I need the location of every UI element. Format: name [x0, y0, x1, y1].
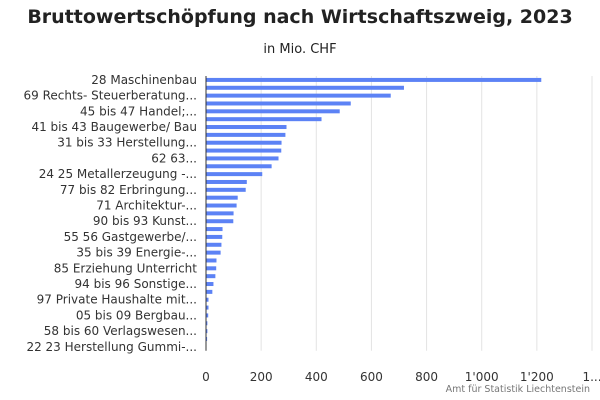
- bar: [206, 132, 286, 137]
- category-label: 71 Architektur-...: [96, 199, 197, 213]
- bar: [206, 234, 223, 239]
- bar: [206, 109, 340, 114]
- category-label: 24 25 Metallerzeugung -...: [39, 167, 197, 181]
- bar: [206, 77, 542, 82]
- bar: [206, 85, 404, 90]
- category-label: 77 bis 82 Erbringung...: [60, 183, 197, 197]
- bar: [206, 117, 322, 122]
- bar: [206, 227, 223, 232]
- category-label: 45 bis 47 Handel;...: [80, 104, 197, 118]
- x-tick-label: 600: [360, 370, 383, 384]
- bar: [206, 211, 234, 216]
- bar: [206, 289, 213, 294]
- bar: [206, 313, 209, 318]
- category-label: 55 56 Gastgewerbe/...: [64, 230, 197, 244]
- bar: [206, 187, 246, 192]
- x-tick-label: 1...: [582, 370, 600, 384]
- category-label: 85 Erziehung Unterricht: [54, 261, 198, 275]
- bar: [206, 242, 222, 247]
- bar: [206, 101, 351, 106]
- bar: [206, 282, 214, 287]
- bar: [206, 336, 208, 341]
- bar: [206, 203, 237, 208]
- bar: [206, 219, 234, 224]
- bar: [206, 266, 217, 271]
- bar: [206, 156, 279, 161]
- bar: [206, 195, 238, 200]
- bar: [206, 93, 391, 98]
- bar: [206, 258, 217, 263]
- bar: [206, 329, 208, 334]
- bar: [206, 305, 209, 310]
- chart-subtitle: in Mio. CHF: [263, 42, 337, 57]
- category-label: 69 Rechts- Steuerberatung...: [24, 89, 197, 103]
- category-label: 90 bis 93 Kunst...: [93, 214, 197, 228]
- bar: [206, 321, 208, 326]
- category-label: 94 bis 96 Sonstige...: [75, 277, 197, 291]
- bar: [206, 148, 282, 153]
- category-label: 31 bis 33 Herstellung...: [57, 136, 197, 150]
- category-label: 28 Maschinenbau: [91, 73, 197, 87]
- category-label: 58 bis 60 Verlagswesen...: [44, 324, 197, 338]
- category-label: 41 bis 43 Baugewerbe/ Bau: [31, 120, 197, 134]
- bar: [206, 274, 216, 279]
- x-tick-label: 1'200: [520, 370, 554, 384]
- source-note: Amt für Statistik Liechtenstein: [445, 384, 590, 395]
- category-label: 35 bis 39 Energie-...: [76, 246, 197, 260]
- x-tick-label: 200: [250, 370, 273, 384]
- bar: [206, 164, 272, 169]
- bar: [206, 179, 247, 184]
- bar: [206, 172, 263, 177]
- bar: [206, 297, 209, 302]
- chart-title: Bruttowertschöpfung nach Wirtschaftszwei…: [27, 6, 573, 28]
- x-tick-label: 1'000: [465, 370, 499, 384]
- bar: [206, 125, 287, 130]
- x-tick-label: 0: [202, 370, 210, 384]
- x-tick-label: 800: [415, 370, 438, 384]
- bar: [206, 250, 221, 255]
- x-tick-label: 400: [305, 370, 328, 384]
- category-label: 62 63...: [151, 151, 197, 165]
- category-label: 97 Private Haushalte mit...: [37, 293, 197, 307]
- category-label: 22 23 Herstellung Gummi-...: [26, 340, 197, 354]
- category-label: 05 bis 09 Bergbau...: [76, 308, 197, 322]
- bar: [206, 140, 282, 145]
